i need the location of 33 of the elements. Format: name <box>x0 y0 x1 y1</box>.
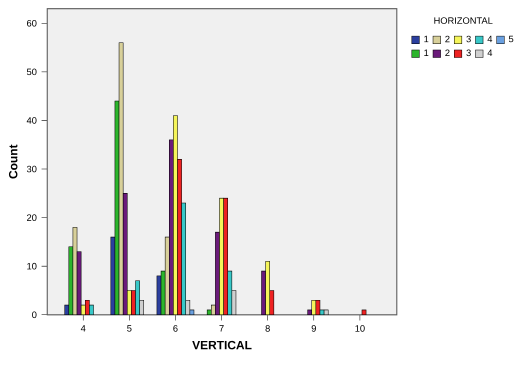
legend-label: 3 <box>466 50 471 56</box>
x-tick-label: 9 <box>312 325 316 332</box>
y-axis-title: Count <box>8 144 18 179</box>
x-tick-label: 10 <box>355 325 365 332</box>
x-tick-label: 7 <box>219 325 224 332</box>
y-tick-label: 50 <box>26 68 37 76</box>
legend-title: HORIZONTAL <box>434 18 493 24</box>
legend-label: 1 <box>424 36 428 42</box>
y-tick-label: 40 <box>26 117 37 124</box>
y-tick-label: 0 <box>32 312 37 318</box>
bar <box>324 310 328 316</box>
bar <box>72 227 78 316</box>
legend-label: 4 <box>488 36 492 42</box>
legend-label: 5 <box>508 36 514 42</box>
x-tick-label: 5 <box>127 325 132 332</box>
legend-label: 2 <box>445 36 450 42</box>
x-axis-title: VERTICAL <box>192 341 252 350</box>
bar <box>316 300 320 316</box>
y-tick-label: 60 <box>27 20 37 27</box>
x-tick-label: 4 <box>80 325 86 332</box>
y-tick-label: 30 <box>26 166 37 173</box>
legend-label: 4 <box>488 50 492 56</box>
legend-label: 2 <box>445 50 450 56</box>
x-tick-label: 6 <box>173 325 178 332</box>
legend-label: 3 <box>466 36 471 42</box>
bar <box>223 198 228 316</box>
y-tick-label: 10 <box>27 263 37 270</box>
legend-label: 1 <box>424 50 428 56</box>
bar <box>118 42 124 316</box>
x-tick-label: 8 <box>265 325 270 332</box>
bar <box>362 310 366 316</box>
bar <box>135 280 140 316</box>
y-tick-label: 20 <box>27 214 37 222</box>
